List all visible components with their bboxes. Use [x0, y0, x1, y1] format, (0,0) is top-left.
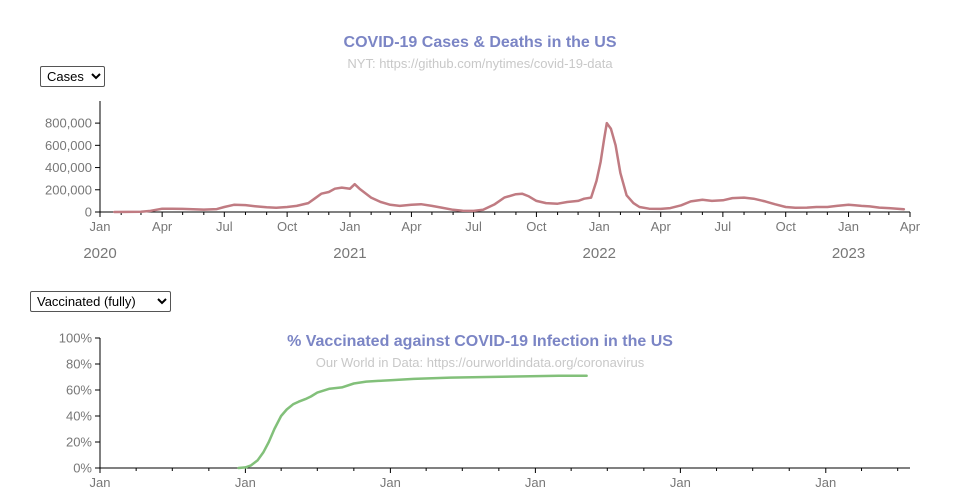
x-tick-label: Jan — [380, 475, 401, 490]
y-tick-label: 40% — [66, 409, 92, 424]
x-tick-label: Jan — [339, 219, 360, 234]
year-label: 2023 — [832, 245, 865, 262]
cases-chart: 0 200,000 400,000 600,000 800,000 Jan Apr Jul Oc… — [45, 101, 921, 262]
x-tick-label: Jan — [90, 219, 111, 234]
y-tick-label: 800,000 — [45, 116, 92, 131]
x-tick-label: Apr — [152, 219, 173, 234]
year-label: 2020 — [83, 245, 116, 262]
y-tick-label: 20% — [66, 435, 92, 450]
x-tick-label: Jan — [90, 475, 111, 490]
cases-chart-subtitle: NYT: https://github.com/nytimes/covid-19… — [347, 56, 613, 71]
x-tick-label: Apr — [900, 219, 921, 234]
x-tick-label: Jan — [525, 475, 546, 490]
vaccination-select[interactable]: Vaccinated (fully) — [30, 291, 171, 312]
x-tick-label: Jul — [715, 219, 732, 234]
x-tick-label: Apr — [651, 219, 672, 234]
y-tick-label: 400,000 — [45, 160, 92, 175]
series-line — [113, 121, 906, 214]
cases-chart-title: COVID-19 Cases & Deaths in the US — [343, 34, 617, 51]
x-tick-label: Jul — [216, 219, 233, 234]
y-tick-label: 60% — [66, 383, 92, 398]
x-tick-label: Oct — [277, 219, 298, 234]
x-tick-label: Jan — [235, 475, 256, 490]
year-label: 2021 — [333, 245, 366, 262]
y-tick-label: 0 — [85, 205, 92, 220]
vaccination-chart-title: % Vaccinated against COVID-19 Infection … — [287, 333, 673, 350]
y-tick-label: 0% — [73, 461, 92, 476]
x-tick-label: Jul — [465, 219, 482, 234]
x-tick-label: Jan — [589, 219, 610, 234]
y-tick-label: 600,000 — [45, 138, 92, 153]
x-tick-label: Oct — [776, 219, 797, 234]
x-tick-label: Jan — [670, 475, 691, 490]
metric-select[interactable]: Cases — [40, 66, 105, 87]
x-tick-label: Apr — [401, 219, 422, 234]
year-label: 2022 — [583, 245, 616, 262]
x-tick-label: Jan — [815, 475, 836, 490]
series-line — [237, 374, 588, 470]
y-tick-label: 200,000 — [45, 182, 92, 197]
x-tick-label: Oct — [526, 219, 547, 234]
x-tick-label: Jan — [838, 219, 859, 234]
vaccination-chart-subtitle: Our World in Data: https://ourworldindat… — [315, 355, 645, 370]
